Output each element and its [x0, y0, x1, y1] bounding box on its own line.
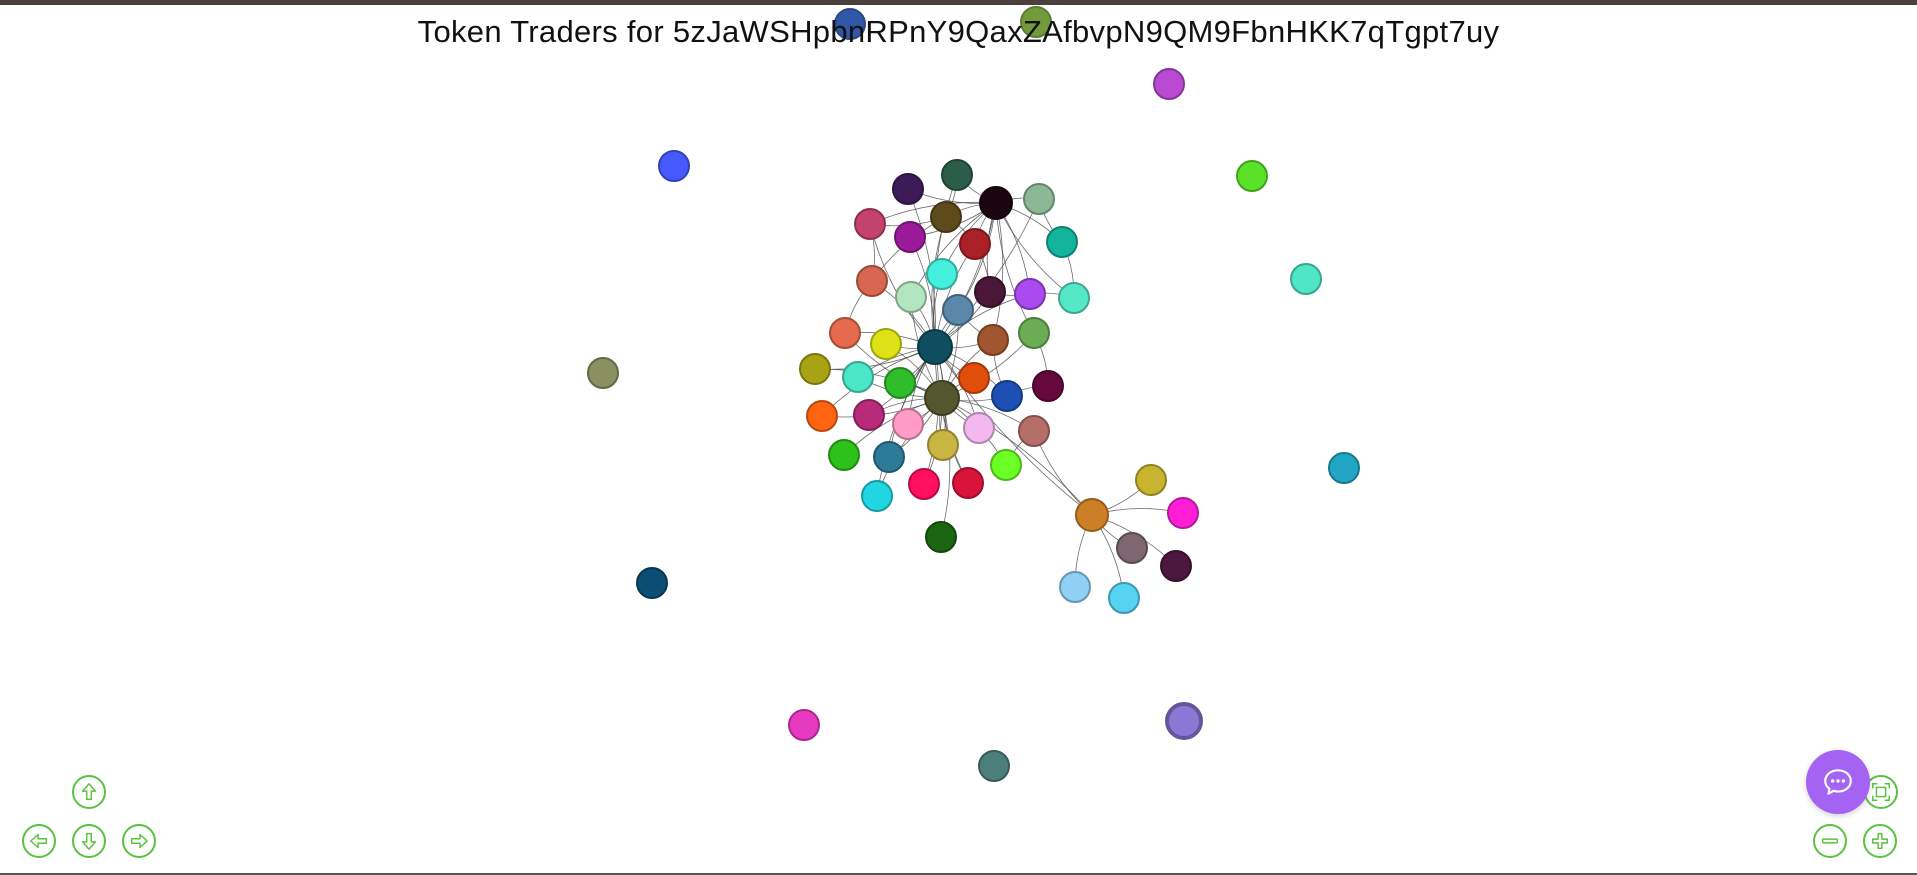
minus-icon — [1821, 838, 1839, 844]
chat-button[interactable] — [1806, 750, 1870, 814]
graph-node[interactable] — [908, 468, 940, 500]
arrow-left-icon — [30, 833, 48, 849]
arrow-right-icon — [130, 833, 148, 849]
graph-node[interactable] — [952, 467, 984, 499]
nav-down-button[interactable] — [72, 824, 106, 858]
graph-node[interactable] — [834, 8, 866, 40]
edge — [941, 397, 1093, 516]
graph-node[interactable] — [1032, 370, 1064, 402]
graph-node[interactable] — [974, 276, 1006, 308]
graph-node[interactable] — [1046, 226, 1078, 258]
graph-node[interactable] — [1018, 415, 1050, 447]
graph-node[interactable] — [1108, 582, 1140, 614]
nav-right-button[interactable] — [122, 824, 156, 858]
arrow-up-icon — [81, 783, 97, 801]
zoom-in-button[interactable] — [1863, 824, 1897, 858]
graph-node[interactable] — [854, 208, 886, 240]
graph-node[interactable] — [930, 201, 962, 233]
top-bar — [0, 0, 1917, 5]
graph-node[interactable] — [1328, 452, 1360, 484]
graph-node[interactable] — [861, 480, 893, 512]
graph-node[interactable] — [925, 521, 957, 553]
graph-node[interactable] — [1135, 464, 1167, 496]
graph-node[interactable] — [884, 367, 916, 399]
edge — [934, 346, 1093, 516]
graph-node[interactable] — [853, 399, 885, 431]
graph-node[interactable] — [1014, 278, 1046, 310]
graph-node[interactable] — [799, 353, 831, 385]
graph-node[interactable] — [1059, 571, 1091, 603]
graph-node[interactable] — [892, 173, 924, 205]
bottom-border — [0, 873, 1917, 875]
graph-node[interactable] — [788, 709, 820, 741]
graph-node[interactable] — [895, 281, 927, 313]
graph-node[interactable] — [942, 294, 974, 326]
graph-node[interactable] — [959, 228, 991, 260]
graph-node[interactable] — [941, 159, 973, 191]
graph-node[interactable] — [892, 408, 924, 440]
graph-node[interactable] — [842, 361, 874, 393]
graph-node[interactable] — [1160, 550, 1192, 582]
graph-node[interactable] — [924, 380, 960, 416]
graph-node[interactable] — [979, 186, 1013, 220]
graph-node[interactable] — [963, 412, 995, 444]
graph-node[interactable] — [658, 150, 690, 182]
nav-left-button[interactable] — [22, 824, 56, 858]
graph-node[interactable] — [1236, 160, 1268, 192]
graph-node[interactable] — [856, 265, 888, 297]
graph-node[interactable] — [1116, 532, 1148, 564]
graph-node[interactable] — [806, 400, 838, 432]
graph-node[interactable] — [1023, 183, 1055, 215]
graph-node[interactable] — [1153, 68, 1185, 100]
fit-screen-icon — [1872, 783, 1890, 801]
graph-node[interactable] — [894, 221, 926, 253]
graph-node[interactable] — [1167, 497, 1199, 529]
graph-node[interactable] — [926, 258, 958, 290]
graph-node[interactable] — [977, 324, 1009, 356]
graph-node[interactable] — [1020, 6, 1052, 38]
graph-node[interactable] — [636, 567, 668, 599]
graph-node[interactable] — [990, 449, 1022, 481]
graph-node[interactable] — [991, 380, 1023, 412]
graph-node[interactable] — [978, 750, 1010, 782]
graph-node[interactable] — [828, 439, 860, 471]
graph-node[interactable] — [829, 317, 861, 349]
graph-node[interactable] — [1290, 263, 1322, 295]
graph-node[interactable] — [587, 357, 619, 389]
arrow-down-icon — [81, 832, 97, 850]
graph-node[interactable] — [873, 441, 905, 473]
edge — [934, 202, 997, 348]
nav-up-button[interactable] — [72, 775, 106, 809]
graph-node[interactable] — [1075, 498, 1109, 532]
zoom-out-button[interactable] — [1813, 824, 1847, 858]
nodes-layer — [587, 6, 1360, 782]
plus-icon — [1871, 832, 1889, 850]
graph-node[interactable] — [917, 329, 953, 365]
graph-node[interactable] — [958, 362, 990, 394]
graph-node[interactable] — [1058, 282, 1090, 314]
graph-node[interactable] — [927, 429, 959, 461]
chat-bubble-icon — [1824, 769, 1852, 795]
graph-node[interactable] — [1165, 702, 1203, 740]
graph-node[interactable] — [1018, 317, 1050, 349]
graph-node[interactable] — [870, 328, 902, 360]
